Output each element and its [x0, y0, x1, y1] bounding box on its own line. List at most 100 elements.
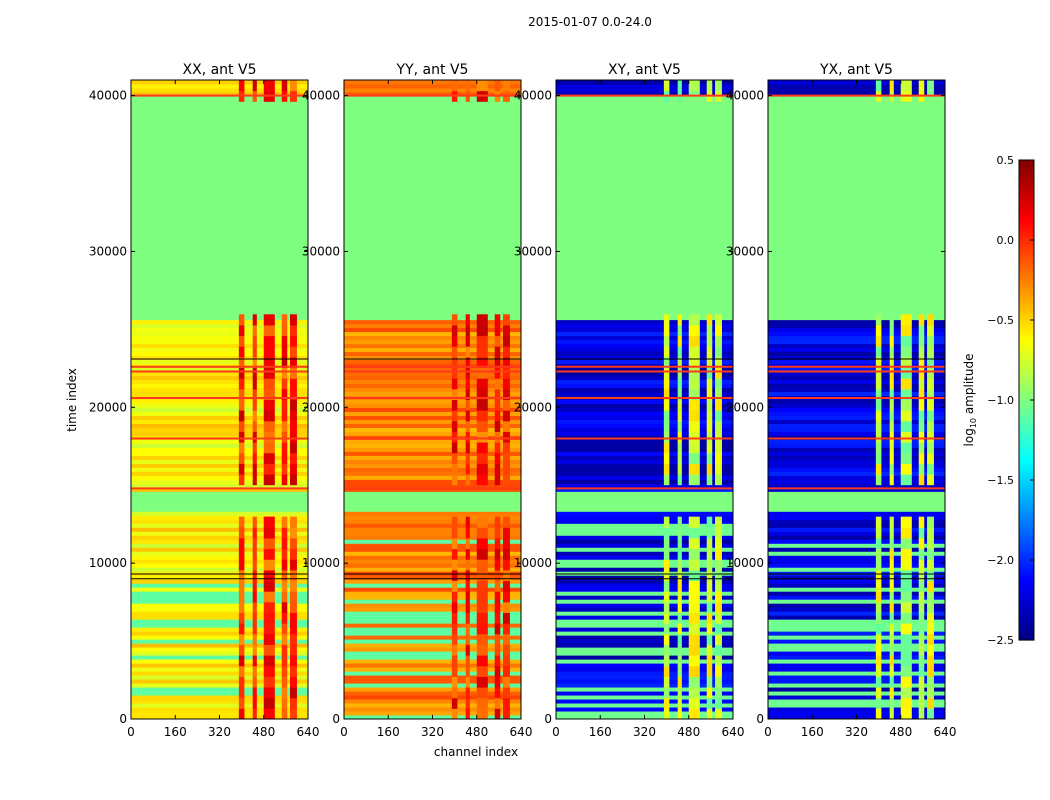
- channel-stripe: [451, 644, 458, 656]
- channel-stripe: [715, 548, 722, 560]
- time-band: [556, 667, 733, 672]
- channel-stripe: [476, 559, 488, 571]
- time-band: [556, 535, 733, 540]
- channel-stripe: [875, 399, 882, 411]
- time-band: [131, 663, 308, 668]
- time-band: [768, 91, 945, 97]
- panel-title: YX, ant V5: [819, 62, 893, 78]
- channel-stripe: [706, 452, 713, 464]
- channel-stripe: [900, 452, 912, 464]
- time-band: [131, 347, 308, 353]
- channel-stripe: [900, 367, 912, 379]
- channel-stripe: [927, 537, 934, 550]
- channel-stripe: [503, 80, 510, 92]
- time-band: [344, 351, 521, 357]
- channel-stripe: [263, 601, 275, 613]
- channel-stripe: [451, 431, 458, 443]
- colorbar-label: log10 amplitude: [962, 354, 978, 447]
- channel-stripe: [263, 644, 275, 656]
- channel-stripe: [706, 591, 713, 603]
- colorbar-segment: [1019, 624, 1034, 629]
- channel-stripe: [263, 335, 275, 347]
- channel-stripe: [476, 527, 488, 539]
- time-band: [556, 355, 733, 361]
- x-tick-label: 480: [889, 725, 912, 739]
- time-band: [344, 575, 521, 580]
- channel-stripe: [663, 612, 670, 624]
- colorbar-segment: [1019, 168, 1034, 173]
- channel-stripe: [706, 474, 713, 486]
- time-band: [131, 627, 308, 632]
- channel-stripe: [503, 324, 510, 337]
- channel-stripe: [715, 516, 722, 528]
- channel-stripe: [688, 580, 700, 592]
- time-band: [131, 283, 308, 289]
- time-band: [131, 351, 308, 357]
- channel-stripe: [503, 591, 510, 603]
- time-band: [768, 335, 945, 341]
- time-band: [556, 659, 733, 664]
- channel-stripe: [715, 537, 722, 550]
- channel-stripe: [875, 559, 882, 571]
- channel-stripe: [281, 80, 288, 92]
- colorbar-segment: [1019, 220, 1034, 225]
- time-band: [768, 311, 945, 317]
- time-band: [131, 355, 308, 361]
- time-band: [556, 683, 733, 688]
- colorbar-segment: [1019, 456, 1034, 461]
- channel-stripe: [476, 580, 488, 592]
- channel-stripe: [688, 527, 700, 539]
- time-band: [344, 219, 521, 225]
- time-band: [344, 599, 521, 604]
- time-band: [768, 295, 945, 301]
- channel-stripe: [663, 708, 670, 719]
- channel-stripe: [476, 410, 488, 422]
- time-band: [344, 107, 521, 113]
- channel-stripe: [494, 367, 501, 379]
- time-band: [131, 107, 308, 113]
- channel-stripe: [927, 655, 934, 667]
- channel-stripe: [494, 399, 501, 411]
- time-band: [131, 335, 308, 341]
- channel-stripe: [494, 655, 501, 667]
- time-band: [344, 463, 521, 468]
- colorbar-segment: [1019, 384, 1034, 389]
- channel-stripe: [263, 687, 275, 699]
- time-band: [768, 195, 945, 201]
- channel-stripe: [451, 633, 458, 645]
- channel-stripe: [715, 346, 722, 358]
- channel-stripe: [927, 687, 934, 699]
- channel-stripe: [889, 399, 894, 411]
- channel-stripe: [238, 601, 245, 613]
- colorbar-segment: [1019, 424, 1034, 429]
- x-tick-label: 0: [127, 725, 135, 739]
- colorbar-segment: [1019, 608, 1034, 613]
- time-band: [768, 203, 945, 209]
- channel-stripe: [927, 644, 934, 656]
- channel-stripe: [451, 623, 458, 635]
- colorbar-segment: [1019, 604, 1034, 609]
- time-band: [556, 291, 733, 297]
- time-band: [556, 531, 733, 536]
- time-band: [344, 699, 521, 704]
- time-band: [131, 575, 308, 580]
- channel-stripe: [688, 633, 700, 645]
- channel-stripe: [663, 623, 670, 635]
- colorbar-segment: [1019, 264, 1034, 269]
- time-band: [344, 335, 521, 341]
- channel-stripe: [889, 527, 894, 539]
- channel-stripe: [677, 388, 682, 400]
- time-band: [344, 343, 521, 349]
- channel-stripe: [252, 463, 257, 475]
- channel-stripe: [927, 697, 934, 709]
- channel-stripe: [663, 559, 670, 571]
- channel-stripe: [706, 431, 713, 443]
- time-band: [131, 367, 308, 373]
- channel-stripe: [927, 559, 934, 571]
- time-band: [768, 339, 945, 345]
- channel-stripe: [677, 335, 682, 347]
- time-band: [131, 479, 308, 484]
- channel-stripe: [465, 580, 470, 592]
- y-tick-label: 40000: [89, 89, 127, 103]
- time-band: [556, 703, 733, 708]
